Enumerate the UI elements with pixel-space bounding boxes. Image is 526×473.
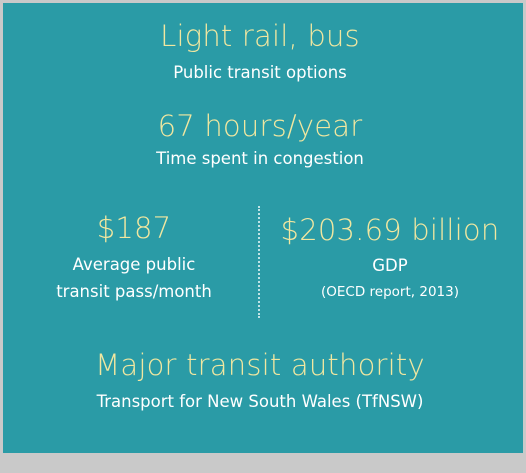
stat-label: Public transit options	[173, 63, 347, 82]
stat-value: Light rail, bus	[160, 19, 360, 53]
stat-value: $187	[96, 211, 172, 245]
info-card: Light rail, bus Public transit options 6…	[3, 3, 523, 453]
stat-note: (OECD report, 2013)	[321, 284, 459, 300]
stat-label: Average public	[72, 255, 196, 274]
stat-label: Time spent in congestion	[156, 149, 364, 168]
stat-label: GDP	[372, 256, 408, 275]
stat-value: 67 hours/year	[157, 109, 363, 143]
stat-value: $203.69 billion	[280, 213, 500, 247]
stat-label: transit pass/month	[56, 282, 212, 301]
stat-label: Transport for New South Wales (TfNSW)	[96, 392, 424, 411]
stat-value: Major transit authority	[95, 348, 425, 382]
divider	[258, 206, 260, 318]
